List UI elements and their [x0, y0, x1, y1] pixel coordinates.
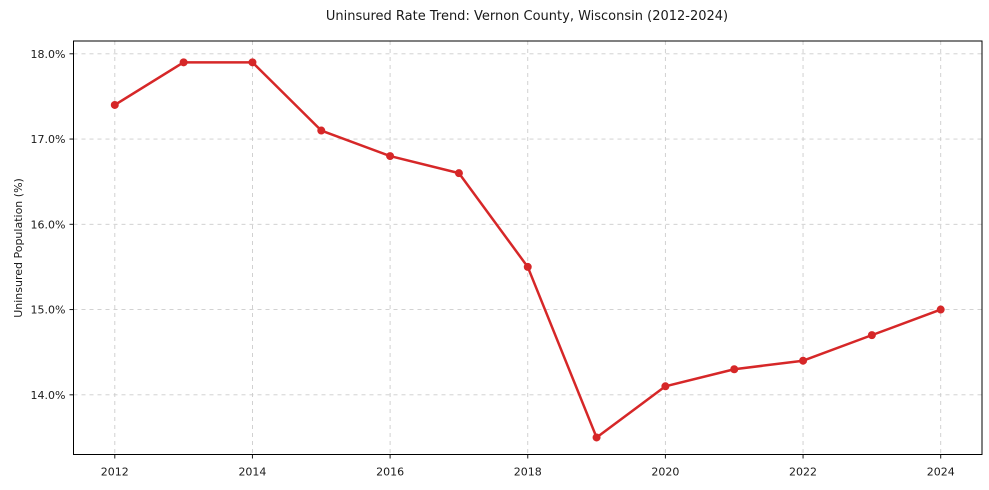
- y-tick-label: 18.0%: [31, 48, 66, 61]
- y-tick-label: 15.0%: [31, 304, 66, 317]
- data-point-marker: [867, 331, 876, 340]
- data-point-marker: [799, 356, 808, 365]
- data-point-marker: [386, 152, 395, 161]
- data-point-marker: [179, 58, 188, 67]
- x-tick-label: 2020: [651, 466, 679, 479]
- data-point-marker: [248, 58, 257, 67]
- y-tick-label: 14.0%: [31, 389, 66, 402]
- data-point-marker: [523, 262, 532, 271]
- data-point-marker: [454, 169, 463, 178]
- data-series-layer: [110, 58, 945, 442]
- x-tick-label: 2018: [514, 466, 542, 479]
- data-point-marker: [936, 305, 945, 314]
- gridlines-layer: [73, 41, 982, 455]
- data-point-marker: [317, 126, 326, 135]
- x-tick-label: 2022: [789, 466, 817, 479]
- y-tick-label: 16.0%: [31, 218, 66, 231]
- x-tick-label: 2012: [101, 466, 129, 479]
- x-tick-label: 2024: [927, 466, 955, 479]
- x-tick-label: 2016: [376, 466, 404, 479]
- y-axis-label: Uninsured Population (%): [12, 178, 25, 318]
- data-point-marker: [110, 100, 119, 109]
- chart-title: Uninsured Rate Trend: Vernon County, Wis…: [326, 9, 728, 24]
- data-point-marker: [592, 433, 601, 442]
- y-tick-label: 17.0%: [31, 133, 66, 146]
- data-point-marker: [730, 365, 739, 374]
- plot-frame: [73, 40, 983, 455]
- x-tick-label: 2014: [238, 466, 266, 479]
- data-point-marker: [661, 382, 670, 391]
- axes-layer: 14.0% 15.0% 16.0% 17.0% 18.0% 2012 2014 2016 201…: [31, 40, 983, 479]
